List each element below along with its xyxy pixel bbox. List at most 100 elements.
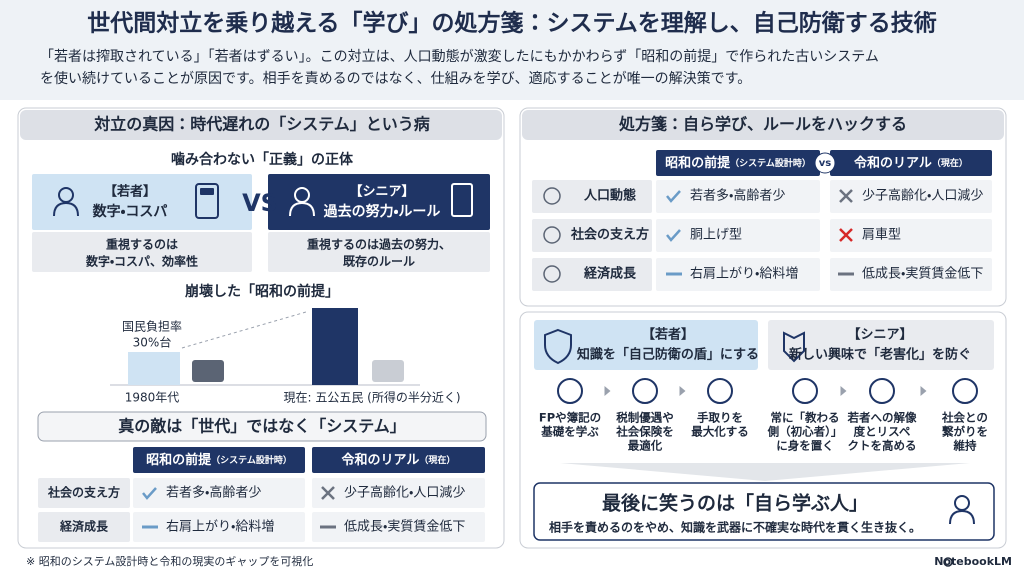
cell bbox=[312, 512, 485, 542]
step-text: 度とリスペ bbox=[854, 425, 911, 439]
row-label-cell bbox=[38, 478, 130, 508]
wallet-icon bbox=[372, 360, 404, 382]
cell-text: 右肩上がり・給料増 bbox=[166, 520, 274, 535]
step-text: 社会保険を bbox=[615, 425, 674, 439]
row-label: 社会の支え方 bbox=[570, 227, 649, 243]
burden-label: 国民負担率 bbox=[122, 320, 182, 334]
person-icon bbox=[53, 201, 79, 217]
step-text: 最大化する bbox=[691, 425, 749, 439]
cell bbox=[133, 478, 305, 508]
column-header bbox=[133, 447, 305, 473]
leaf-icon bbox=[783, 331, 805, 363]
row-label-cell bbox=[532, 258, 652, 291]
step-icon bbox=[557, 378, 583, 404]
focus: 数字・コスパ bbox=[92, 203, 168, 220]
wallet-icon bbox=[192, 360, 224, 382]
step-text: クトを高める bbox=[848, 439, 917, 453]
row-label-cell bbox=[38, 512, 130, 542]
enemy-box bbox=[37, 411, 487, 442]
step-icon bbox=[707, 378, 733, 404]
step-arrow bbox=[840, 386, 847, 396]
lead-text: を使い続けていることが原因です。相手を責めるのではなく、仕組みを学び、適応するこ… bbox=[40, 70, 751, 87]
cross-icon bbox=[321, 486, 335, 500]
calculator-icon bbox=[200, 188, 214, 195]
note: 重視するのは bbox=[106, 237, 178, 252]
check-icon bbox=[666, 190, 681, 203]
step-text: 常に「教わる bbox=[771, 411, 840, 425]
bar-now bbox=[312, 308, 358, 385]
row-label-cell bbox=[532, 180, 652, 213]
footnote: ※ 昭和のシステム設計時と令和の現実のギャップを可視化 bbox=[26, 554, 313, 568]
cross-icon bbox=[839, 189, 853, 203]
senior-card bbox=[768, 320, 994, 370]
cross-icon bbox=[839, 228, 853, 242]
senior-box bbox=[268, 174, 490, 230]
step-text: 最適化 bbox=[628, 439, 663, 453]
cell-text: 少子高齢化・人口減少 bbox=[862, 188, 983, 204]
section-title: 噛み合わない「正義」の正体 bbox=[171, 151, 354, 168]
person-icon bbox=[949, 509, 975, 525]
brand-logo bbox=[943, 557, 953, 567]
cell-text: 若者多・高齢者少 bbox=[690, 188, 785, 204]
step-text: 基礎を学ぶ bbox=[540, 425, 599, 439]
cell bbox=[830, 258, 992, 291]
column-header bbox=[312, 447, 485, 473]
cell-text: 右肩上がり・給料増 bbox=[690, 267, 798, 282]
enemy-text: 真の敵は「世代」ではなく「システム」 bbox=[118, 417, 406, 436]
motto: 知識を「自己防衛の盾」にする bbox=[577, 347, 759, 363]
scroll-icon bbox=[451, 183, 473, 217]
cell-text: 低成長・実質賃金低下 bbox=[862, 266, 983, 282]
page-title: 世代間対立を乗り越える「学び」の処方箋：システムを理解し、自己防衛する技術 bbox=[87, 10, 937, 37]
note: 重視するのは過去の努力、 bbox=[307, 237, 451, 252]
bar-past bbox=[128, 352, 180, 385]
cell bbox=[656, 219, 820, 252]
column-header-text: 昭和の前提（システム設計時） bbox=[665, 155, 811, 171]
column-note: （現在） bbox=[932, 157, 968, 169]
column-note: （システム設計時） bbox=[730, 157, 811, 169]
step-text: 維持 bbox=[953, 439, 977, 453]
calculator-icon bbox=[195, 183, 219, 219]
step-text: に身を置く bbox=[776, 439, 834, 453]
shield-icon bbox=[544, 328, 572, 365]
column-name: 昭和の前提 bbox=[665, 155, 731, 171]
column-note: （現在） bbox=[419, 454, 455, 466]
panel-heading: 対立の真因：時代遅れの「システム」という病 bbox=[93, 115, 430, 134]
panel-heading-bar bbox=[20, 110, 502, 140]
role: 【若者】 bbox=[104, 184, 156, 200]
era-label: 現在: 五公五民 (所得の半分近く) bbox=[283, 390, 460, 405]
step-text: FPや簿記の bbox=[539, 411, 601, 425]
column-name: 令和のリアル bbox=[342, 452, 420, 468]
cell bbox=[830, 219, 992, 252]
column-header bbox=[656, 150, 820, 176]
column-name: 昭和の前提 bbox=[146, 452, 212, 468]
check-icon bbox=[666, 229, 681, 242]
role: 【シニア】 bbox=[349, 184, 414, 200]
row-icon bbox=[543, 226, 561, 244]
role: 【シニア】 bbox=[847, 327, 912, 343]
note-box bbox=[32, 232, 252, 272]
person-icon bbox=[289, 201, 315, 217]
column-note: （システム設計時） bbox=[211, 454, 292, 466]
step-text: 税制優遇や bbox=[616, 411, 674, 425]
era-label: 1980年代 bbox=[125, 391, 180, 405]
vs-label: vs bbox=[819, 158, 832, 169]
role: 【若者】 bbox=[642, 327, 694, 343]
cell-text: 低成長・実質賃金低下 bbox=[344, 519, 465, 535]
conclusion-text: 相手を責めるのをやめ、知識を武器に不確実な時代を貫く生き抜く。 bbox=[549, 520, 921, 535]
cell bbox=[312, 478, 485, 508]
header-band bbox=[0, 0, 1024, 100]
step-icon bbox=[869, 378, 895, 404]
row-icon bbox=[543, 187, 561, 205]
step-text: 側（初心者）」 bbox=[767, 425, 843, 439]
step-icon bbox=[792, 378, 818, 404]
step-text: 若者への解像 bbox=[848, 411, 917, 425]
row-label: 経済成長 bbox=[583, 266, 637, 282]
column-header-text: 令和のリアル（現在） bbox=[854, 155, 968, 171]
panel-heading-bar bbox=[522, 110, 1004, 140]
note-box bbox=[268, 232, 490, 272]
step-text: 社会との bbox=[941, 411, 988, 425]
conclusion-title: 最後に笑うのは「自ら学ぶ人」 bbox=[602, 492, 868, 515]
column-header-text: 令和のリアル（現在） bbox=[342, 452, 456, 468]
